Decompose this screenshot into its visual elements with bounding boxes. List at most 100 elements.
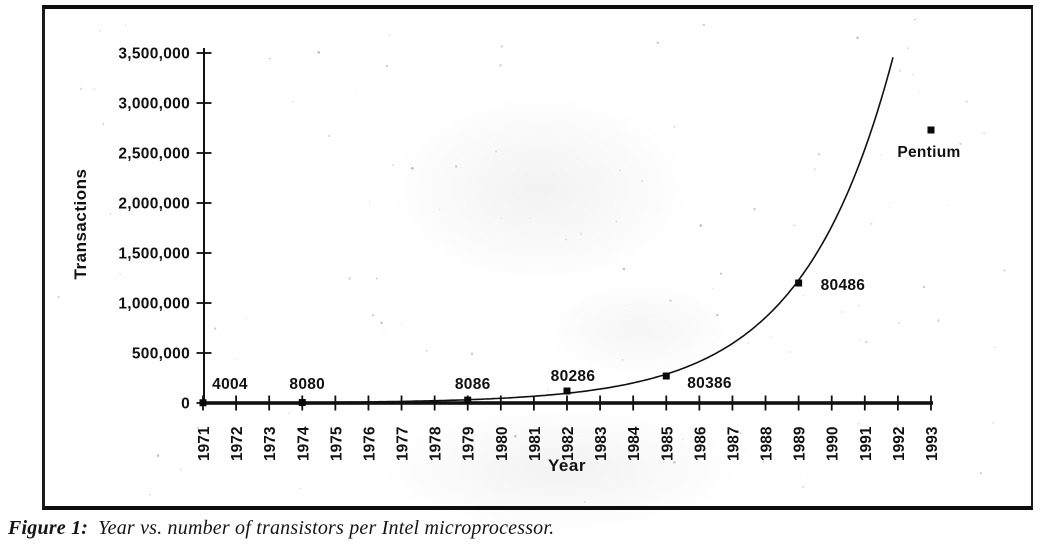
x-tick-label: 1972 (229, 427, 246, 461)
scan-speck (959, 142, 962, 145)
x-tick-mark (599, 395, 601, 411)
scan-speck (621, 358, 624, 362)
scan-speck (801, 485, 804, 488)
y-tick-label: 500,000 (132, 346, 190, 363)
x-tick-label: 1982 (560, 427, 577, 461)
scan-speck (229, 379, 231, 381)
scan-speck (584, 501, 586, 503)
x-tick-label: 1976 (361, 426, 378, 461)
scan-speck (102, 123, 105, 125)
scan-speck (899, 70, 901, 72)
x-tick-mark (830, 395, 833, 411)
scan-speck (923, 286, 925, 288)
scan-speck (870, 222, 873, 225)
data-point-marker (795, 279, 803, 287)
scan-speck (673, 461, 676, 464)
scan-speck (814, 168, 816, 170)
scan-speck (149, 493, 151, 496)
scan-speck (859, 339, 861, 342)
data-point-marker (927, 126, 935, 134)
data-point-marker (298, 399, 306, 406)
scan-speck (907, 47, 909, 50)
x-tick-label: 1975 (328, 426, 345, 461)
scan-speck (724, 76, 726, 78)
scan-speck (501, 217, 502, 219)
y-tick-mark (196, 352, 212, 354)
scan-speck (529, 217, 531, 219)
scan-speck (699, 224, 702, 227)
scan-speck (348, 277, 351, 280)
x-tick-label: 1979 (461, 426, 478, 461)
scan-speck (146, 148, 148, 151)
x-tick-labels: 1971 1972 1973 1974 1975 1976 1977 1978 1979 1980… (196, 426, 941, 461)
scan-speck (386, 65, 388, 67)
scan-speck (937, 319, 940, 322)
scan-speck (93, 88, 96, 90)
y-tick-label: 2,500,000 (118, 146, 190, 163)
scan-speck (747, 342, 749, 344)
scan-speck (770, 336, 773, 338)
x-tick-label: 1983 (593, 426, 610, 461)
scan-speck (299, 487, 301, 490)
y-tick-mark (196, 52, 212, 54)
scan-speck (744, 447, 746, 449)
scan-speck (57, 296, 60, 298)
scan-speck (383, 331, 385, 333)
x-tick-label: 1971 (196, 426, 213, 461)
figure-frame (42, 5, 1033, 510)
y-tick-mark (196, 252, 212, 254)
scan-speck (898, 322, 900, 324)
data-point-label: 80386 (687, 375, 732, 392)
scan-speck (841, 311, 844, 313)
caption-label: Figure 1: (8, 517, 89, 539)
y-tick-label: 1,500,000 (118, 246, 190, 263)
x-tick-mark (433, 395, 436, 411)
scan-speck (793, 224, 796, 227)
scan-speck (912, 73, 914, 76)
x-tick-mark (797, 395, 800, 411)
scan-speck (1003, 269, 1006, 272)
scan-speck (673, 125, 676, 128)
y-tick-label: 3,500,000 (118, 46, 190, 63)
scan-speck (858, 422, 861, 425)
scan-speck (439, 208, 441, 210)
x-tick-label: 1974 (295, 426, 312, 461)
data-points: 4004 8080 8086 80286 80386 80486 Pentium (199, 126, 960, 407)
data-point-label: 8080 (289, 376, 325, 393)
scan-speck (245, 318, 247, 320)
x-tick-mark (930, 395, 932, 411)
scan-speck (622, 267, 625, 271)
scan-speck (858, 305, 860, 307)
scan-speck (615, 220, 617, 223)
scan-speck (918, 90, 920, 92)
scan-speck (914, 18, 916, 21)
scan-speck (376, 277, 378, 280)
y-tick-mark (196, 302, 212, 304)
x-tick-label: 1988 (759, 426, 776, 461)
scan-speck (994, 346, 996, 348)
x-tick-mark (268, 395, 271, 411)
scan-speck (801, 456, 803, 458)
data-point-label: 8086 (455, 376, 491, 393)
scan-speck (236, 359, 237, 360)
scan-speck (165, 100, 168, 103)
scan-speck (965, 100, 968, 103)
x-tick-label: 1985 (659, 426, 676, 461)
data-point-label: Pentium (897, 144, 960, 161)
x-tick-label: 1991 (858, 426, 875, 461)
scan-speck (720, 272, 723, 275)
data-point-marker (199, 399, 207, 407)
scan-speck (500, 45, 503, 48)
x-tick-mark (499, 395, 502, 411)
x-tick-label: 1990 (825, 427, 842, 461)
x-tick-label: 1989 (792, 426, 809, 461)
data-point-label: 4004 (212, 376, 248, 393)
scan-speck (292, 100, 294, 103)
x-tick-mark (896, 395, 899, 411)
y-axis-title: Transactions (71, 169, 90, 280)
x-tick-label: 1978 (428, 426, 445, 461)
scan-speck (888, 206, 891, 208)
x-tick-mark (731, 395, 734, 411)
figure-caption: Figure 1: Year vs. number of transistors … (8, 517, 554, 540)
